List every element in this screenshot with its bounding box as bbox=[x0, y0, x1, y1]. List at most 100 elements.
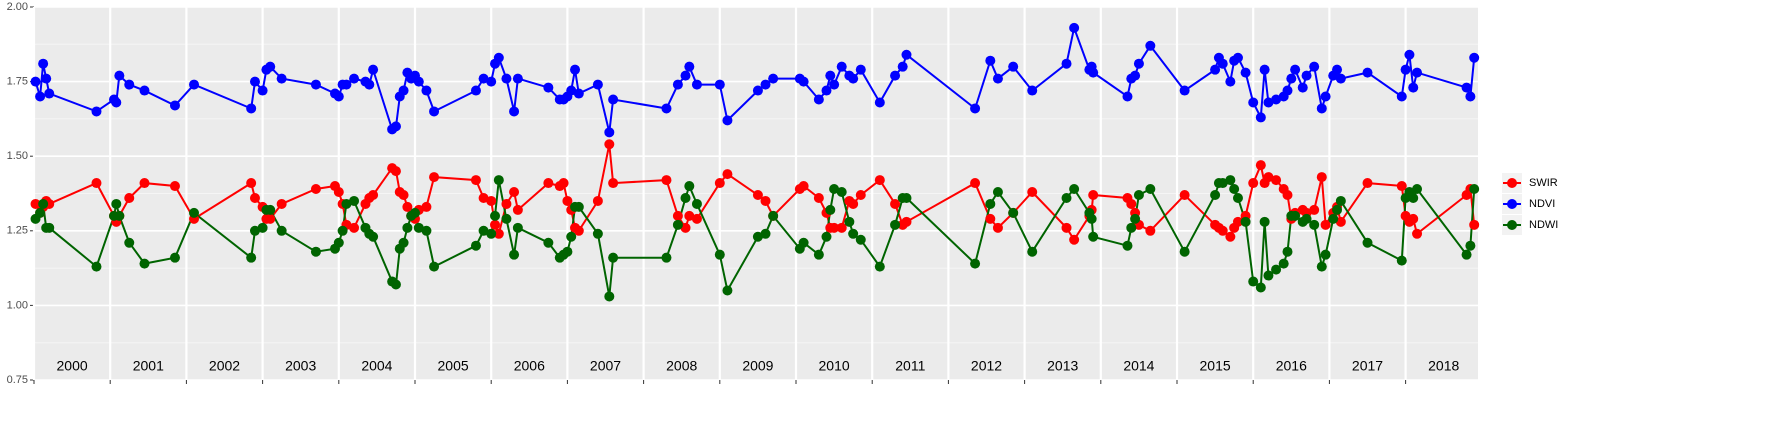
point bbox=[349, 73, 360, 84]
point bbox=[1130, 70, 1141, 81]
point bbox=[1088, 67, 1099, 78]
point bbox=[592, 228, 603, 239]
point bbox=[1282, 246, 1293, 257]
point bbox=[543, 237, 554, 248]
point bbox=[512, 73, 523, 84]
point bbox=[890, 198, 901, 209]
point bbox=[848, 228, 859, 239]
point bbox=[1217, 178, 1228, 189]
point bbox=[1248, 178, 1259, 189]
point bbox=[1145, 40, 1156, 51]
year-label: 2013 bbox=[1047, 358, 1078, 374]
point bbox=[341, 79, 352, 90]
point bbox=[1133, 189, 1144, 200]
point bbox=[124, 237, 135, 248]
point bbox=[604, 139, 615, 150]
point bbox=[1122, 91, 1133, 102]
point bbox=[1027, 187, 1038, 198]
point bbox=[1290, 64, 1301, 75]
point bbox=[680, 222, 691, 233]
point bbox=[1290, 210, 1301, 221]
point bbox=[368, 189, 379, 200]
point bbox=[672, 219, 683, 230]
point bbox=[486, 195, 497, 206]
legend-dot bbox=[1507, 199, 1517, 209]
point bbox=[543, 82, 554, 93]
year-label: 2000 bbox=[57, 358, 88, 374]
legend-label: NDWI bbox=[1529, 219, 1558, 231]
point bbox=[1461, 249, 1472, 260]
point bbox=[333, 187, 344, 198]
point bbox=[1210, 189, 1221, 200]
point bbox=[341, 198, 352, 209]
point bbox=[486, 76, 497, 87]
point bbox=[257, 85, 268, 96]
point bbox=[874, 97, 885, 108]
point bbox=[562, 195, 573, 206]
point bbox=[1217, 225, 1228, 236]
point bbox=[1396, 91, 1407, 102]
point bbox=[684, 61, 695, 72]
point bbox=[855, 189, 866, 200]
point bbox=[1469, 184, 1480, 195]
point bbox=[1217, 58, 1228, 69]
point bbox=[246, 178, 257, 189]
point bbox=[30, 198, 41, 209]
point bbox=[35, 91, 46, 102]
point bbox=[310, 246, 321, 257]
point bbox=[825, 204, 836, 215]
point bbox=[680, 192, 691, 203]
year-label: 2010 bbox=[819, 358, 850, 374]
year-label: 2004 bbox=[361, 358, 392, 374]
point bbox=[478, 225, 489, 236]
point bbox=[139, 85, 150, 96]
point bbox=[1259, 64, 1270, 75]
point bbox=[257, 222, 268, 233]
point bbox=[1301, 213, 1312, 224]
point bbox=[604, 291, 615, 302]
point bbox=[855, 64, 866, 75]
point bbox=[189, 79, 200, 90]
point bbox=[402, 201, 413, 212]
point bbox=[1027, 85, 1038, 96]
point bbox=[1232, 192, 1243, 203]
point bbox=[1309, 61, 1320, 72]
point bbox=[1362, 67, 1373, 78]
point bbox=[1469, 219, 1480, 230]
point bbox=[114, 70, 125, 81]
year-label: 2016 bbox=[1276, 358, 1307, 374]
point bbox=[470, 175, 481, 186]
point bbox=[169, 181, 180, 192]
point bbox=[501, 213, 512, 224]
point bbox=[1061, 58, 1072, 69]
point bbox=[1320, 91, 1331, 102]
point bbox=[413, 222, 424, 233]
point bbox=[1122, 240, 1133, 251]
point bbox=[848, 198, 859, 209]
point bbox=[1301, 70, 1312, 81]
point bbox=[249, 225, 260, 236]
point bbox=[124, 192, 135, 203]
point bbox=[1271, 175, 1282, 186]
point bbox=[41, 73, 52, 84]
point bbox=[1133, 58, 1144, 69]
point bbox=[1461, 82, 1472, 93]
point bbox=[573, 225, 584, 236]
point bbox=[1130, 213, 1141, 224]
point bbox=[1263, 270, 1274, 281]
point bbox=[486, 228, 497, 239]
point bbox=[1465, 91, 1476, 102]
point bbox=[1008, 61, 1019, 72]
point bbox=[836, 61, 847, 72]
point bbox=[836, 222, 847, 233]
point bbox=[558, 178, 569, 189]
point bbox=[44, 88, 55, 99]
point bbox=[249, 192, 260, 203]
point bbox=[1145, 184, 1156, 195]
point bbox=[901, 216, 912, 227]
point bbox=[1328, 213, 1339, 224]
point bbox=[543, 178, 554, 189]
point bbox=[1400, 64, 1411, 75]
point bbox=[890, 219, 901, 230]
